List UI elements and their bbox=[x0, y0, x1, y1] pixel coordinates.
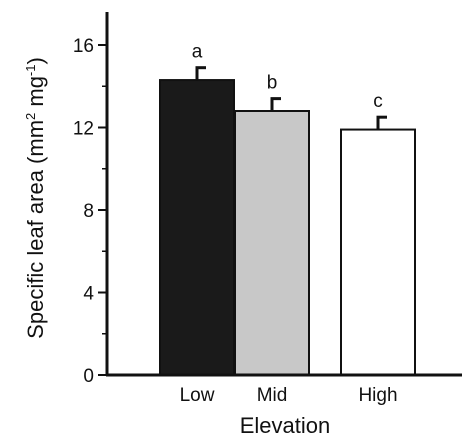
y-tick-label-16: 16 bbox=[73, 36, 94, 57]
y-tick-label-12: 12 bbox=[73, 119, 94, 140]
y-axis-title: Specific leaf area (mm2 mg-1) bbox=[23, 57, 48, 339]
significance-label-high: c bbox=[373, 91, 383, 112]
bar-high bbox=[340, 128, 416, 376]
y-axis-title-suffix: ) bbox=[23, 57, 48, 64]
x-tick-label-mid: Mid bbox=[257, 385, 288, 406]
significance-labels-group: a b c bbox=[192, 42, 383, 113]
y-axis-title-prefix: Specific leaf area (mm bbox=[23, 120, 48, 339]
y-axis-title-sup2: -1 bbox=[23, 64, 38, 76]
x-axis: Low Mid High bbox=[106, 373, 462, 406]
y-tick-label-4: 4 bbox=[83, 284, 94, 305]
bar-mid bbox=[234, 110, 310, 376]
significance-label-low: a bbox=[192, 42, 203, 63]
bar-low bbox=[159, 79, 235, 376]
x-tick-label-low: Low bbox=[180, 385, 215, 406]
y-axis: 0 4 8 12 16 bbox=[73, 12, 109, 387]
y-axis-title-middle: mg bbox=[23, 76, 48, 113]
x-tick-label-high: High bbox=[358, 385, 397, 406]
y-tick-label-0: 0 bbox=[83, 366, 94, 387]
x-axis-title: Elevation bbox=[240, 413, 331, 438]
error-bars-group bbox=[195, 66, 387, 130]
y-axis-title-sup1: 2 bbox=[23, 113, 38, 120]
significance-label-mid: b bbox=[267, 73, 278, 94]
y-tick-label-8: 8 bbox=[83, 201, 94, 222]
